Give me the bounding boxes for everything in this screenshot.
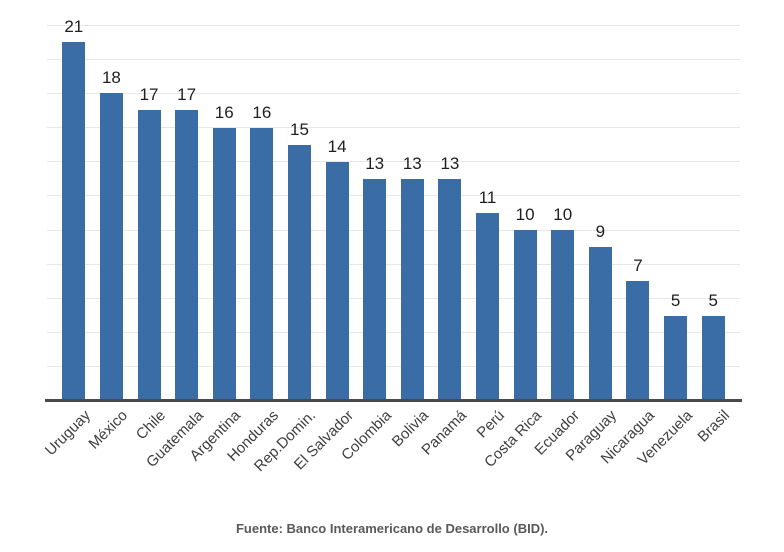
bar-Uruguay: [62, 42, 86, 401]
bar-value-label: 16: [252, 102, 272, 122]
bar-El Salvador: [325, 161, 349, 401]
bar-value-label: 11: [478, 188, 497, 207]
bar-Rep.Domin.: [287, 144, 311, 401]
gridline: [47, 24, 740, 26]
bar-Argentina: [212, 127, 236, 401]
bar-value-label: 14: [327, 136, 347, 156]
gridline: [47, 263, 740, 265]
bar-Venezuela: [664, 315, 688, 401]
bar-Panamá: [438, 178, 462, 401]
bar-Chile: [137, 110, 161, 401]
bar-Nicaragua: [626, 281, 650, 401]
bar-value-label: 7: [633, 256, 643, 276]
bar-Honduras: [250, 127, 274, 401]
bar-Perú: [476, 213, 500, 401]
bar-Paraguay: [588, 247, 612, 401]
gridline: [47, 58, 740, 60]
x-axis-line: [45, 399, 742, 402]
gridline: [47, 195, 740, 197]
bar-México: [99, 93, 123, 401]
bar-Bolivia: [400, 178, 424, 401]
gridline: [47, 332, 740, 334]
bar-value-label: 9: [595, 222, 606, 242]
bar-value-label: 18: [101, 68, 121, 88]
bar-value-label: 13: [440, 153, 460, 173]
gridline: [47, 297, 740, 299]
bar-value-label: 16: [214, 102, 234, 122]
gridline: [47, 161, 740, 163]
bar-Ecuador: [551, 230, 575, 401]
bar-Colombia: [363, 178, 387, 401]
bar-value-label: 10: [515, 205, 535, 225]
source-note: Fuente: Banco Interamericano de Desarrol…: [235, 521, 549, 536]
bar-value-label: 17: [139, 85, 159, 105]
bar-Brasil: [701, 315, 725, 401]
bar-value-label: 10: [553, 205, 573, 225]
plot-area: 21 18 17 17 16 16 15 14 13 13 13 11 10 10 9 7 5 5: [47, 17, 740, 401]
gridline: [47, 229, 740, 231]
gridline: [47, 127, 740, 129]
bar-value-label: 5: [670, 290, 681, 310]
bar-value-label: 17: [177, 85, 197, 105]
bar-value-label: 21: [64, 17, 84, 37]
bar-value-label: 15: [290, 119, 309, 139]
gridline: [47, 366, 740, 368]
gridline: [47, 92, 740, 94]
bar-value-label: 13: [402, 153, 422, 173]
bar-value-label: 5: [708, 290, 718, 310]
bar-Costa Rica: [513, 230, 537, 401]
bar-Guatemala: [175, 110, 199, 401]
bar-value-label: 13: [365, 153, 385, 173]
